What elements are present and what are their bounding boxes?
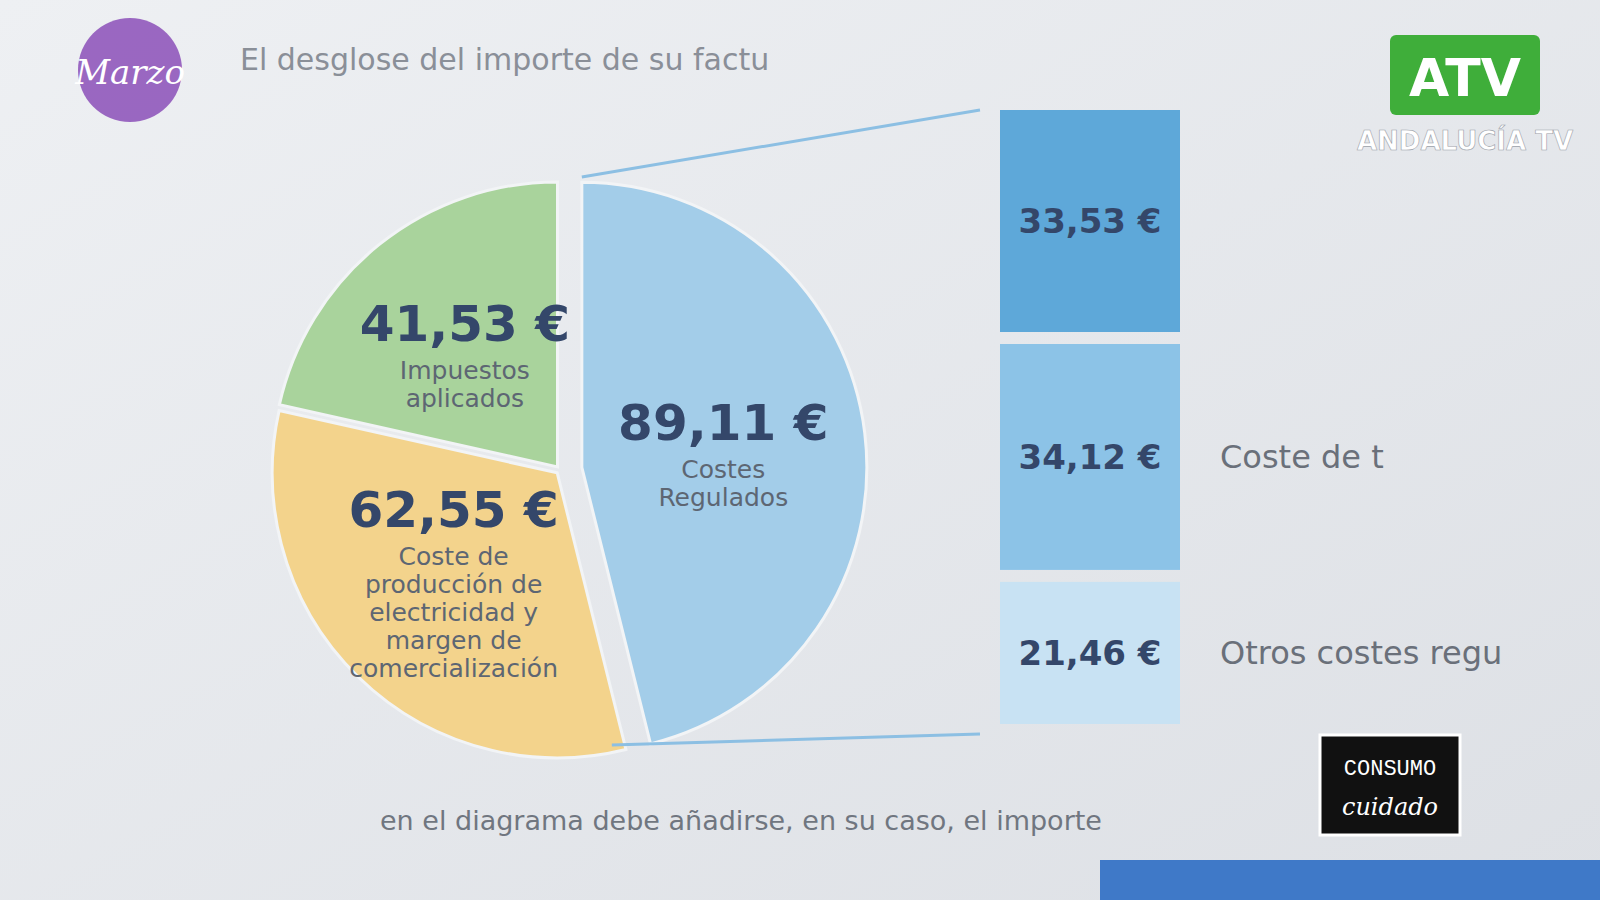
category-label: CostesRegulados [658, 455, 788, 512]
pie-labels: 89,11 €CostesRegulados62,55 €Coste depro… [348, 295, 828, 683]
title: El desglose del importe de su factu [240, 42, 769, 77]
category-line: margen de [386, 626, 522, 655]
band [1100, 860, 1600, 900]
canvas: El desglose del importe de su factu 89,11… [0, 0, 1600, 900]
category-line: comercialización [349, 654, 558, 683]
category-label: Impuestosaplicados [400, 356, 530, 413]
segment-label: Otros costes regu [1220, 634, 1502, 672]
value-label: 34,12 € [1018, 437, 1161, 477]
program-label: cuidado [1342, 793, 1438, 821]
program-logo [1320, 735, 1460, 835]
category-label: Coste deproducción deelectricidad ymarge… [349, 542, 558, 683]
connector [612, 734, 980, 745]
channel-sub: ANDALUCÍA TV [1357, 125, 1573, 156]
category-line: aplicados [406, 384, 524, 413]
breakdown-segment [1000, 582, 1180, 724]
breakdown-segment [1000, 110, 1180, 332]
segment-label: Coste de t [1220, 438, 1384, 476]
pie-slice [272, 411, 626, 758]
category-line: Coste de [399, 542, 509, 571]
annotation: en el diagrama debe añadirse, en su caso… [380, 805, 1102, 836]
channel-logo [1390, 35, 1540, 115]
category-line: Impuestos [400, 356, 530, 385]
category-line: Costes [681, 455, 765, 484]
category-line: Regulados [658, 483, 788, 512]
connector [582, 110, 980, 177]
value-label: 21,46 € [1018, 633, 1161, 673]
channel-label: ATV [1409, 48, 1521, 108]
category-line: producción de [365, 570, 542, 599]
value-label: 33,53 € [1018, 201, 1161, 241]
value-label: 41,53 € [360, 295, 570, 353]
pie-slice [582, 182, 867, 744]
breakdown [1000, 110, 1180, 724]
pie [272, 182, 867, 758]
breakdown-segment [1000, 344, 1180, 570]
value-label: 89,11 € [618, 394, 828, 452]
background [0, 0, 1600, 900]
program-label: CONSUMO [1344, 757, 1436, 782]
event-label: Marzo [74, 52, 185, 92]
category-line: electricidad y [369, 598, 538, 627]
value-label: 62,55 € [348, 481, 558, 539]
